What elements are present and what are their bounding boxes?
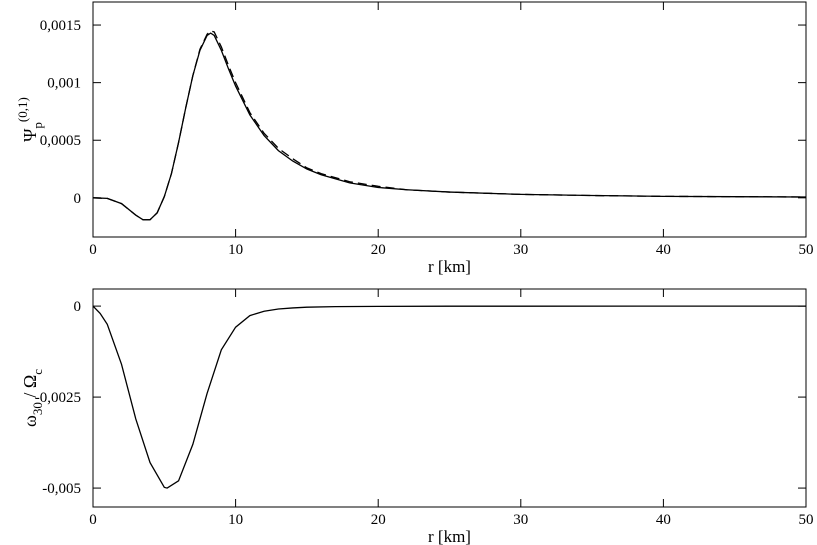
x-tick-label: 30 <box>513 242 528 258</box>
y-axis-label-part: p <box>30 122 45 129</box>
y-axis-label-part: Ψ <box>20 128 40 142</box>
y-tick-label: -0,0025 <box>35 390 81 406</box>
y-tick-label: 0 <box>74 299 82 315</box>
y-tick-label: -0,005 <box>42 481 81 497</box>
x-axis-label: r [km] <box>428 527 471 545</box>
y-tick-label: 0,001 <box>47 76 81 92</box>
x-tick-label: 40 <box>656 512 671 528</box>
y-tick-label: 0,0005 <box>40 133 81 149</box>
line-series <box>93 305 806 489</box>
line-series <box>93 30 806 221</box>
x-tick-label: 20 <box>371 512 386 528</box>
y-axis-label-part: (0,1) <box>15 97 30 122</box>
y-tick-label: 0,0015 <box>40 18 81 34</box>
x-tick-label: 50 <box>799 512 814 528</box>
x-tick-label: 10 <box>228 242 243 258</box>
x-tick-label: 40 <box>656 242 671 258</box>
y-axis-label: Ψp(0,1) <box>15 97 45 142</box>
plot-frame <box>92 1 807 238</box>
y-axis-label-part: c <box>30 369 45 375</box>
x-tick-label: 10 <box>228 512 243 528</box>
y-axis-label-part: / Ω <box>20 375 40 402</box>
x-tick-label: 0 <box>89 242 97 258</box>
x-tick-label: 0 <box>89 512 97 528</box>
x-tick-label: 50 <box>799 242 814 258</box>
x-tick-label: 30 <box>513 512 528 528</box>
x-axis-label: r [km] <box>428 257 471 276</box>
plot-frame <box>92 288 807 508</box>
y-axis-label-part: ω <box>20 415 40 427</box>
y-axis-label: ω30 / Ωc <box>20 369 45 427</box>
x-tick-label: 20 <box>371 242 386 258</box>
y-axis-label-part: 30 <box>30 402 45 415</box>
y-tick-label: 0 <box>74 191 82 207</box>
